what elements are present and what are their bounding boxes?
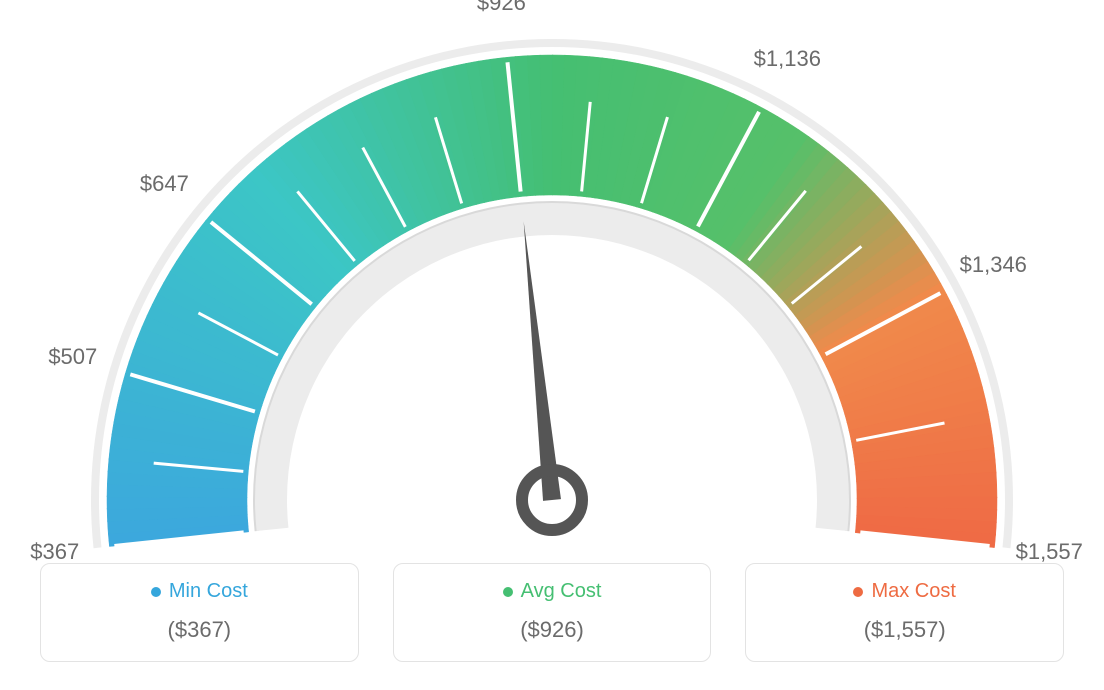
gauge-chart-container: $367 $507 $647 $926 $1,136 $1,346 $1,557 Min C…	[0, 0, 1104, 690]
legend-title: Avg Cost	[521, 580, 602, 603]
legend-row: Min Cost ($367) Avg Cost ($926) Max Cost ($1,…	[0, 563, 1104, 662]
legend-value: ($926)	[404, 617, 701, 643]
gauge-area: $367$507$647$926$1,136$1,346$1,557	[0, 0, 1104, 560]
legend-card: Min Cost ($367)	[40, 563, 359, 662]
legend-title-row: Min Cost	[51, 580, 348, 603]
tick-label: $1,557	[1016, 539, 1083, 565]
legend-card: Avg Cost ($926)	[393, 563, 712, 662]
legend-title-row: Max Cost	[756, 580, 1053, 603]
tick-label: $507	[48, 344, 97, 370]
legend-dot-icon	[853, 587, 863, 597]
tick-label: $367	[30, 539, 79, 565]
legend-title-row: Avg Cost	[404, 580, 701, 603]
legend-value: ($367)	[51, 617, 348, 643]
tick-label: $1,346	[960, 252, 1027, 278]
tick-label: $647	[140, 171, 189, 197]
legend-dot-icon	[151, 587, 161, 597]
gauge-svg	[0, 0, 1104, 560]
tick-label: $926	[477, 0, 526, 16]
legend-title: Min Cost	[169, 580, 248, 603]
needle	[524, 221, 561, 500]
legend-value: ($1,557)	[756, 617, 1053, 643]
legend-card: Max Cost ($1,557)	[745, 563, 1064, 662]
legend-dot-icon	[503, 587, 513, 597]
legend-title: Max Cost	[871, 580, 955, 603]
tick-label: $1,136	[754, 46, 821, 72]
